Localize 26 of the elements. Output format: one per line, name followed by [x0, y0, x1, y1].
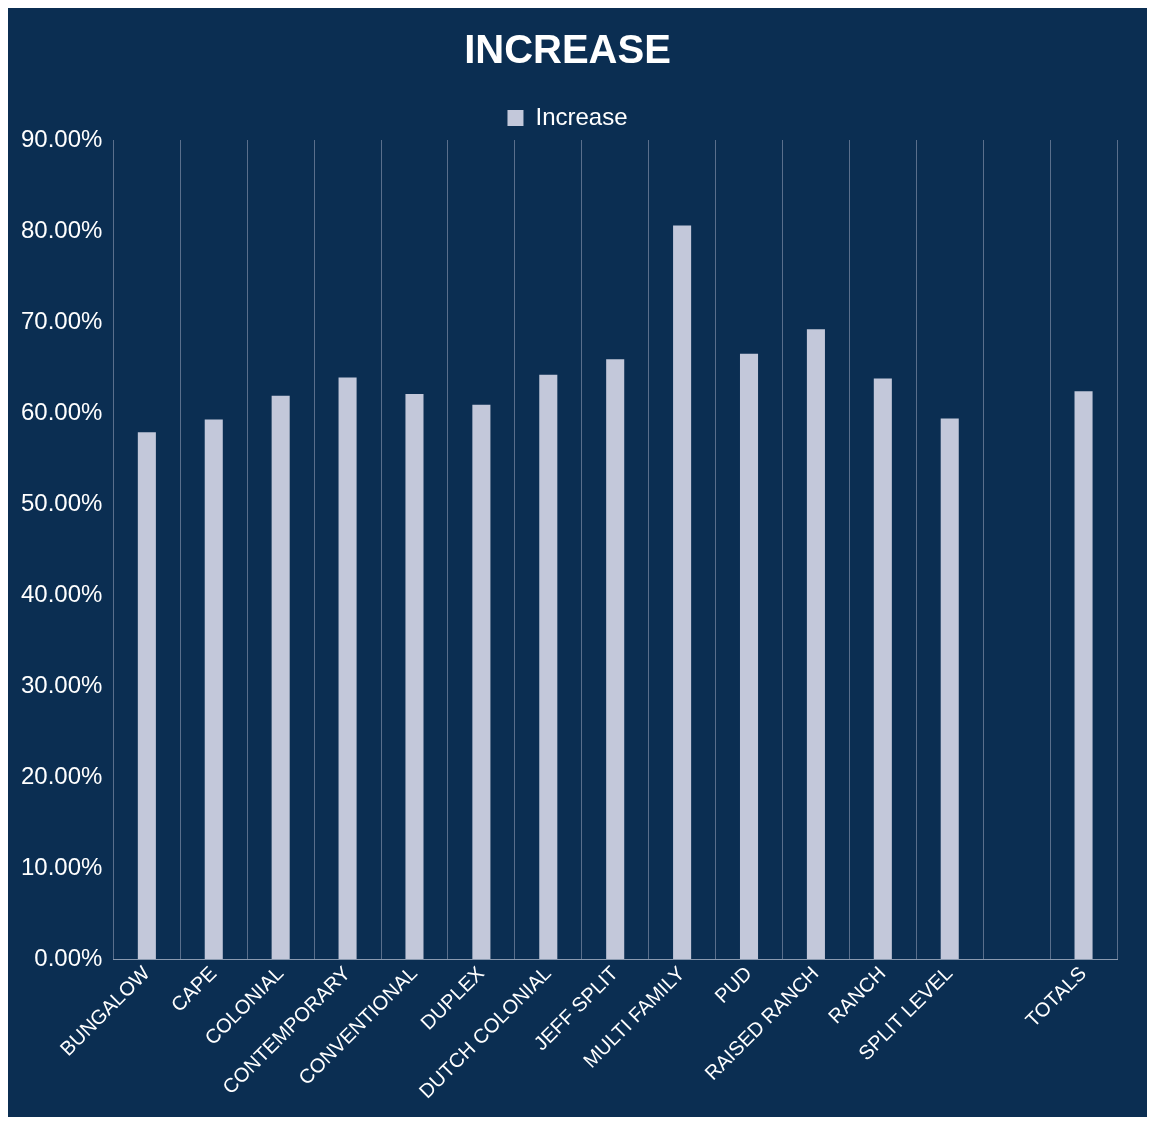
bar — [940, 418, 959, 960]
bar — [806, 329, 825, 960]
y-tick-label: 60.00% — [20, 397, 103, 425]
bar — [338, 377, 357, 960]
bar — [739, 353, 759, 960]
bar — [606, 359, 625, 960]
chart-title: INCREASE — [464, 27, 671, 72]
bar — [673, 225, 692, 960]
y-tick-label: 0.00% — [34, 943, 103, 971]
y-tick-label: 30.00% — [20, 670, 103, 698]
y-tick-label: 20.00% — [20, 761, 103, 789]
bar — [873, 378, 892, 960]
bar — [405, 393, 424, 960]
y-tick-label: 80.00% — [20, 215, 103, 243]
bar — [472, 404, 491, 960]
y-tick-label: 40.00% — [20, 579, 103, 607]
y-tick-label: 10.00% — [20, 852, 103, 880]
bar — [539, 374, 558, 960]
y-tick-label: 70.00% — [20, 306, 103, 334]
bar — [271, 395, 290, 960]
bar — [204, 419, 223, 960]
bar — [1074, 391, 1093, 960]
legend-label: Increase — [535, 102, 628, 130]
bar — [137, 432, 156, 960]
y-tick-label: 90.00% — [20, 124, 103, 152]
y-tick-label: 50.00% — [20, 488, 103, 516]
